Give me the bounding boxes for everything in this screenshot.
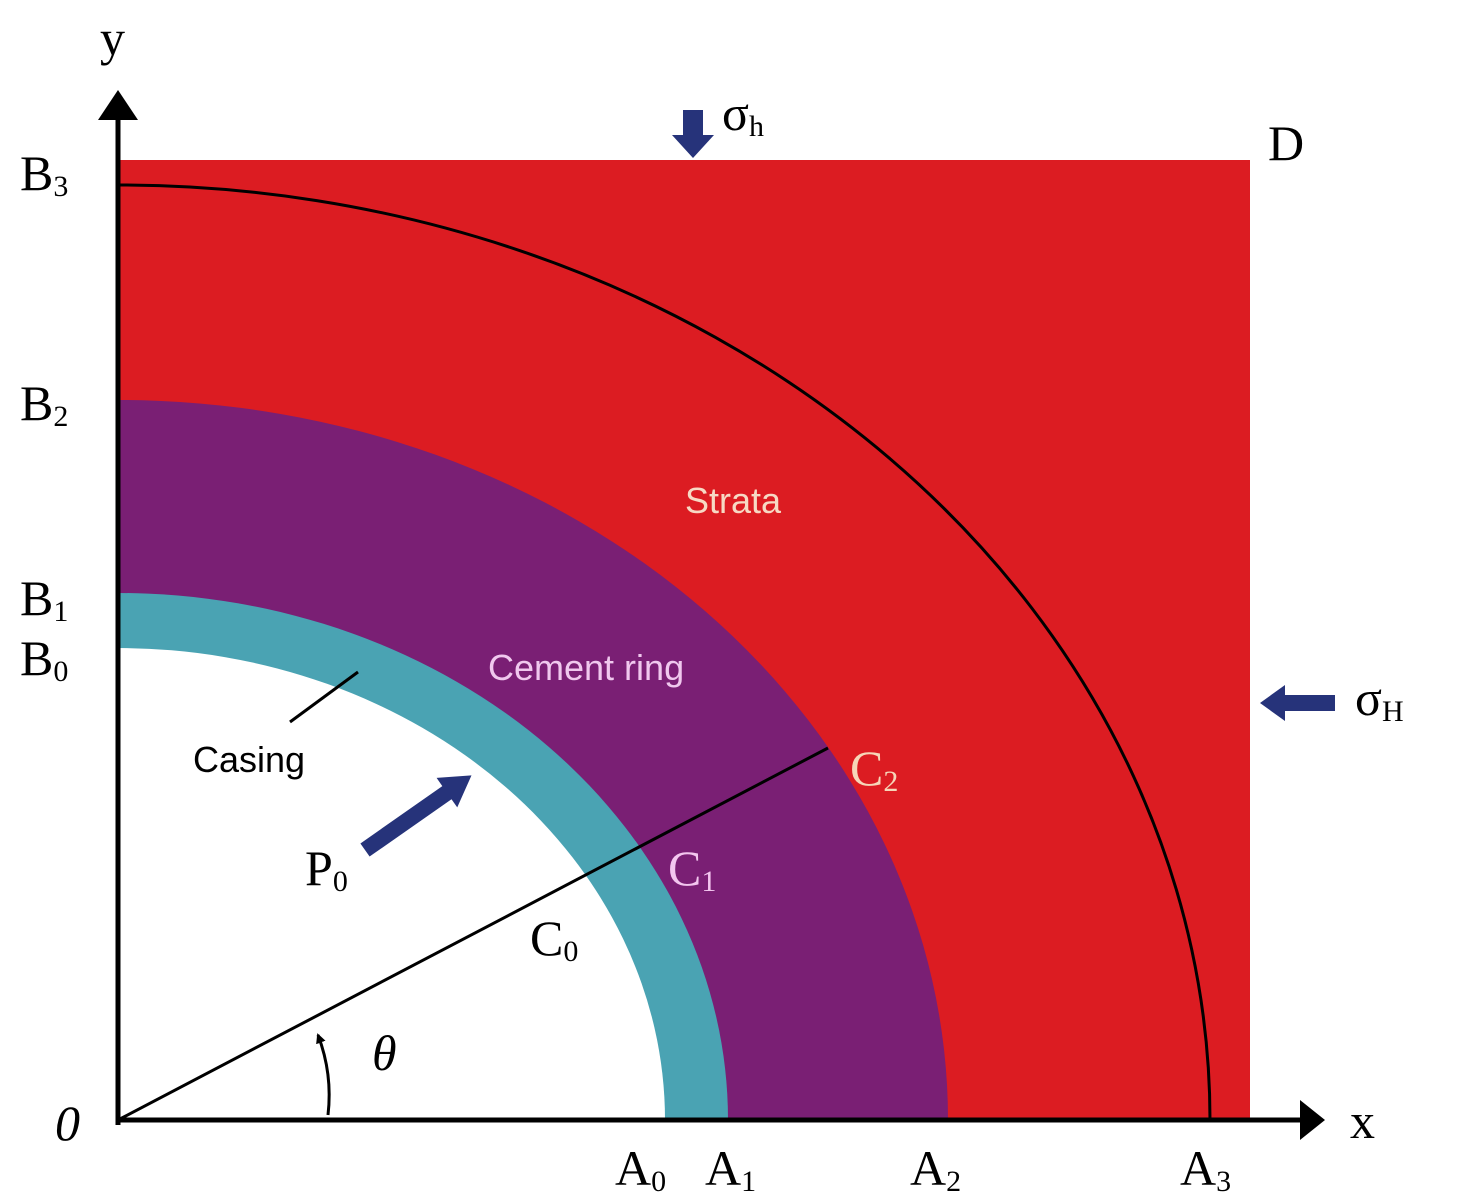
a3-label-main: A <box>1180 1140 1216 1196</box>
y-arrow <box>98 90 138 120</box>
b2-label: B2 <box>20 375 68 433</box>
c0-label-main: C <box>530 910 563 966</box>
c0-label: C0 <box>530 910 578 968</box>
b2-label-main: B <box>20 375 53 431</box>
x-arrow <box>1300 1100 1325 1140</box>
c1-label: C1 <box>668 840 716 898</box>
b0-label: B0 <box>20 630 68 688</box>
b1-label-main: B <box>20 570 53 626</box>
a2-label-main: A <box>910 1140 946 1196</box>
radial-line <box>117 746 829 1122</box>
theta-arc <box>316 1033 331 1116</box>
b1-label-sub: 1 <box>53 595 68 628</box>
cement-label: Cement ring <box>488 647 684 688</box>
c2-label-main: C <box>850 740 883 796</box>
b1-label: B1 <box>20 570 68 628</box>
sigma-H-label-sub: H <box>1382 695 1404 728</box>
a1-label-sub: 1 <box>741 1165 756 1198</box>
a3-label-sub: 3 <box>1216 1165 1231 1198</box>
sigma-H-arrow <box>1260 685 1335 721</box>
p0-label-main: P <box>305 840 333 896</box>
strata-label: Strata <box>685 480 782 521</box>
b3-label-main: B <box>20 145 53 201</box>
p0-label: P0 <box>305 840 348 898</box>
p0-arrow <box>360 775 472 857</box>
a0-label-sub: 0 <box>651 1165 666 1198</box>
origin-label: 0 <box>55 1095 80 1151</box>
x-label: x <box>1350 1093 1375 1149</box>
a0-label: A0 <box>615 1140 666 1198</box>
b2-label-sub: 2 <box>53 400 68 433</box>
c2-label: C2 <box>850 740 898 798</box>
b3-label-sub: 3 <box>53 170 68 203</box>
c1-label-sub: 1 <box>701 865 716 898</box>
a3-label: A3 <box>1180 1140 1231 1198</box>
d-label: D <box>1268 115 1304 171</box>
a0-label-main: A <box>615 1140 651 1196</box>
a1-label: A1 <box>705 1140 756 1198</box>
sigma-h-label-sub: h <box>749 110 764 143</box>
p0-label-sub: 0 <box>333 865 348 898</box>
casing-label: Casing <box>193 739 305 780</box>
b0-label-main: B <box>20 630 53 686</box>
b0-label-sub: 0 <box>53 655 68 688</box>
y-label: y <box>100 10 125 66</box>
sigma-H-label-main: σ <box>1355 670 1382 726</box>
a2-label-sub: 2 <box>946 1165 961 1198</box>
a1-label-main: A <box>705 1140 741 1196</box>
a2-label: A2 <box>910 1140 961 1198</box>
b3-label: B3 <box>20 145 68 203</box>
sigma-h-label-main: σ <box>722 85 749 141</box>
casing-leader <box>289 670 359 724</box>
theta-label: θ <box>372 1025 397 1081</box>
bore <box>118 648 665 1120</box>
c2-label-sub: 2 <box>883 765 898 798</box>
c1-label-main: C <box>668 840 701 896</box>
c0-label-sub: 0 <box>563 935 578 968</box>
boundary-arc <box>117 183 1212 1121</box>
sigma-h-arrow <box>672 110 714 158</box>
sigma-H-label: σH <box>1355 670 1404 728</box>
sigma-h-label: σh <box>722 85 764 143</box>
